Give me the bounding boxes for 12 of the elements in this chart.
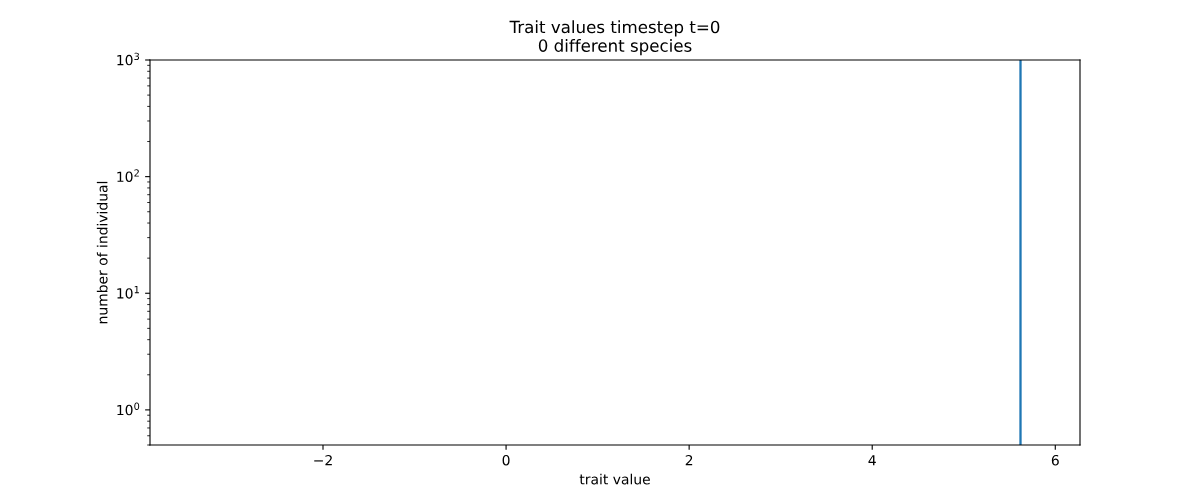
y-tick-label: 10$^{0}$ (117, 402, 140, 416)
x-tick-label: 4 (868, 455, 876, 466)
chart-title: Trait values timestep t=0 0 different species (509, 20, 720, 56)
x-axis-title: trait value (579, 473, 650, 485)
x-tick-label: −2 (314, 454, 332, 466)
y-tick-label: 10$^{1}$ (117, 286, 139, 299)
x-tick-label: 0 (502, 454, 510, 466)
y-axis-title: number of individual (96, 181, 108, 324)
y-tick-label: 10$^{3}$ (117, 52, 140, 66)
x-tick-label: 6 (1051, 454, 1059, 466)
y-tick-label: 10$^{2}$ (117, 169, 139, 182)
x-tick-label: 2 (685, 454, 693, 466)
